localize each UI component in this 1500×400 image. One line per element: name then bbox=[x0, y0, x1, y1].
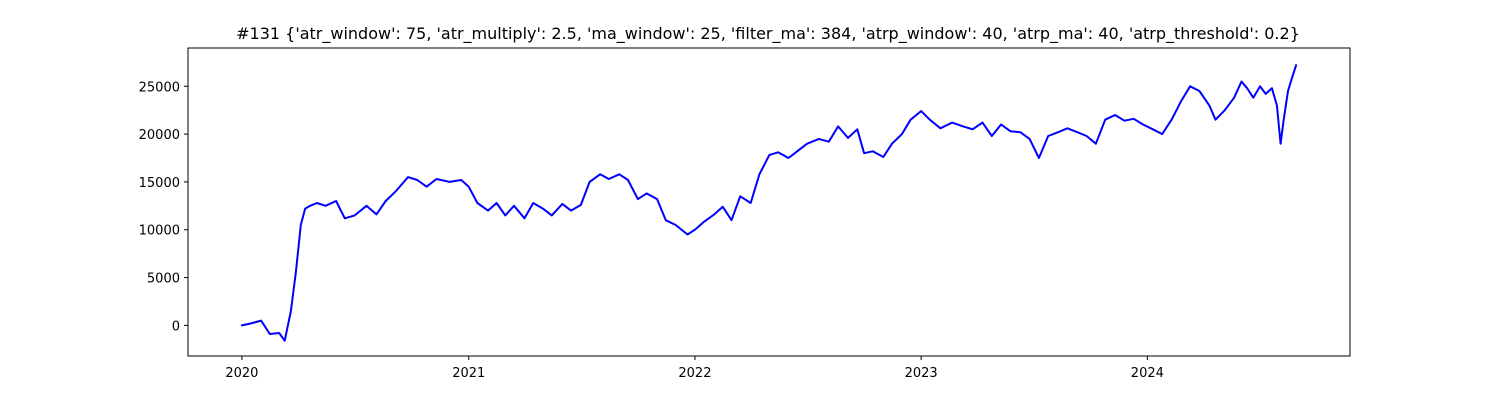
y-tick-label: 5000 bbox=[147, 272, 180, 287]
axes-frame bbox=[187, 47, 1351, 357]
y-axis: 0 5000 10000 15000 20000 25000 bbox=[139, 80, 188, 334]
x-tick-label: 2023 bbox=[905, 366, 938, 381]
x-tick-label: 2022 bbox=[678, 366, 711, 381]
y-tick-label: 10000 bbox=[139, 224, 180, 239]
y-tick-label: 20000 bbox=[139, 128, 180, 143]
series-line-1 bbox=[240, 64, 1298, 342]
y-tick-label: 25000 bbox=[139, 80, 180, 95]
x-tick-label: 2021 bbox=[452, 366, 485, 381]
chart-title: #131 {'atr_window': 75, 'atr_multiply': … bbox=[236, 24, 1300, 44]
x-tick-label: 2020 bbox=[225, 366, 258, 381]
x-axis: 2020 2021 2022 2023 2024 bbox=[225, 356, 1164, 381]
x-tick-label: 2024 bbox=[1131, 366, 1164, 381]
y-tick-label: 15000 bbox=[139, 176, 180, 191]
y-tick-label: 0 bbox=[172, 319, 180, 334]
plot-area bbox=[240, 64, 1298, 342]
